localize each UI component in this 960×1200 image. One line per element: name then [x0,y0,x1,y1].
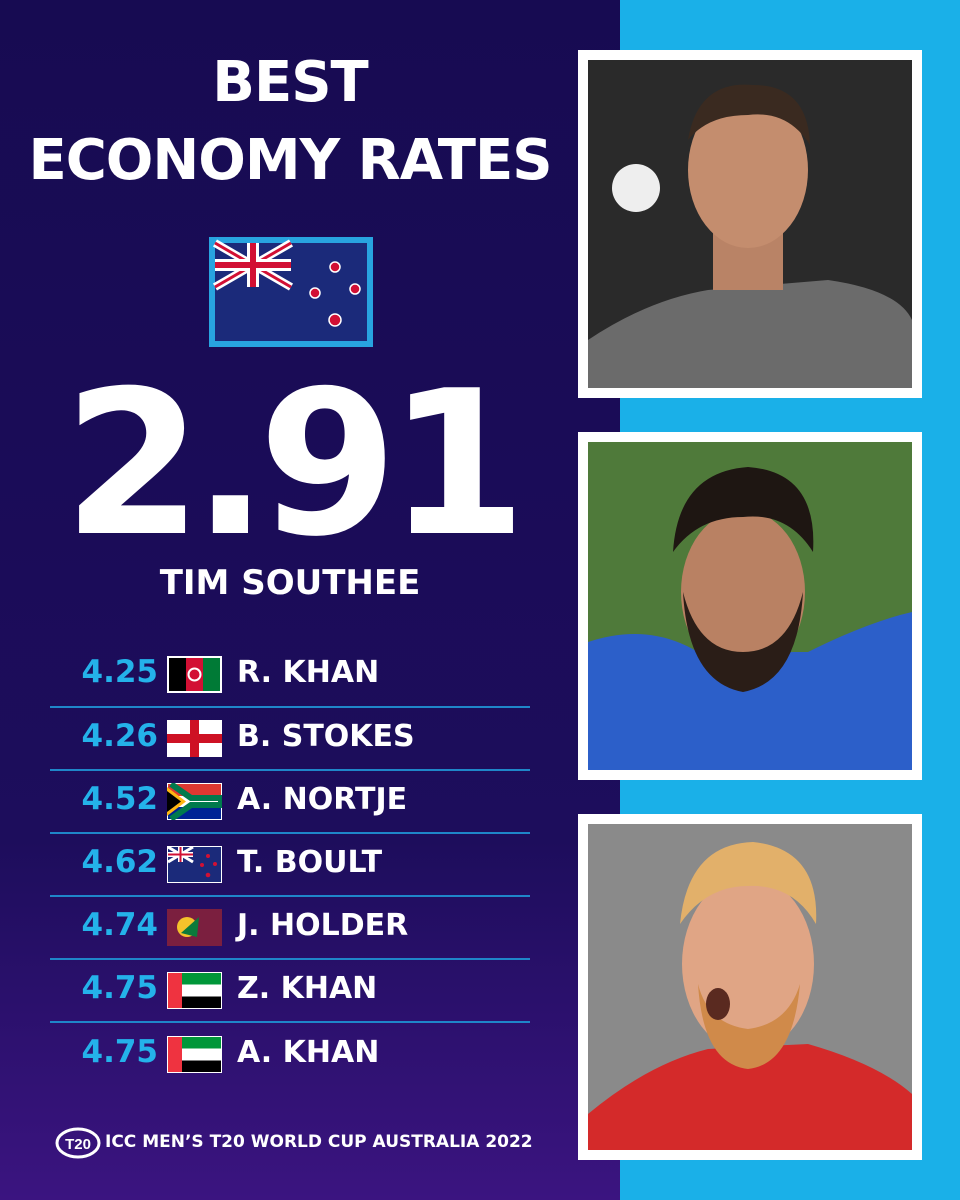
flag [167,720,222,757]
player-photo [588,824,912,1150]
row-value: 4.75 [81,1034,159,1070]
separator [50,769,530,771]
flag [167,972,222,1009]
row-name: A. NORTJE [237,782,408,817]
nz-flag [209,237,373,347]
flag [167,783,222,820]
separator [50,706,530,708]
row-name: T. BOULT [237,845,383,880]
featured-value: 2.91 [63,348,526,581]
flag [167,656,222,693]
photo-frame [578,432,922,780]
row-name: R. KHAN [237,655,380,690]
separator [50,958,530,960]
flag [167,846,222,883]
row-value: 4.62 [81,844,159,880]
flag [167,909,222,946]
footer-text: ICC MEN’S T20 WORLD CUP AUSTRALIA 2022 [105,1132,533,1152]
title-line: BEST [212,50,368,115]
flag [167,1036,222,1073]
row-value: 4.26 [81,718,159,754]
player-photo [588,60,912,388]
separator [50,895,530,897]
player-photo [588,442,912,770]
t20-logo: T20 [55,1127,101,1159]
svg-text:T20: T20 [65,1136,91,1153]
row-value: 4.75 [81,970,159,1006]
featured-name: TIM SOUTHEE [159,563,421,603]
title-line: ECONOMY RATES [28,128,552,193]
row-name: A. KHAN [237,1035,380,1070]
row-name: J. HOLDER [237,908,409,943]
photo-frame [578,50,922,398]
row-value: 4.52 [81,781,159,817]
row-name: Z. KHAN [237,971,378,1006]
row-value: 4.25 [81,654,159,690]
photo-frame [578,814,922,1160]
row-value: 4.74 [81,907,159,943]
separator [50,832,530,834]
separator [50,1021,530,1023]
row-name: B. STOKES [237,719,415,754]
